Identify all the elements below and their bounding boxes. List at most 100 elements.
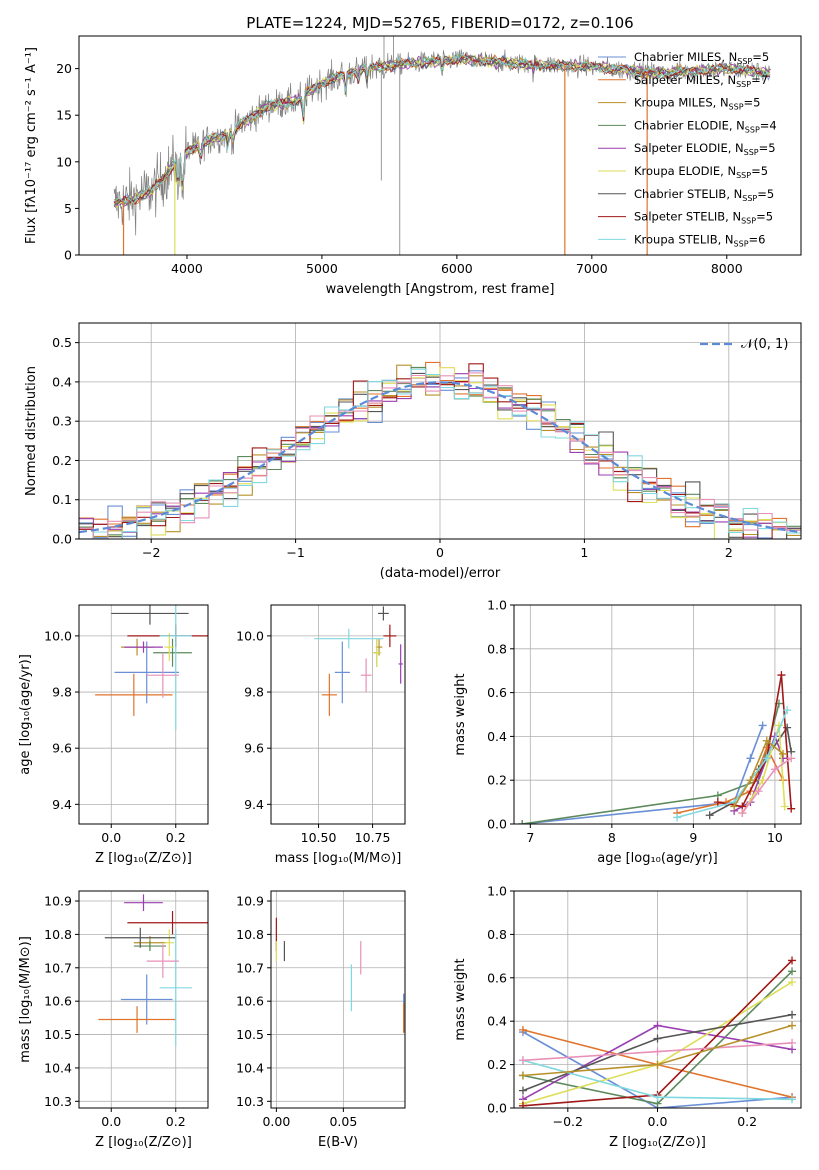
x-tick-label: 10.75 [355,830,391,845]
weight-marker [787,754,796,763]
error-cross [321,673,337,716]
y-tick-label: 20 [56,61,72,76]
y-tick-label: 9.4 [52,797,72,812]
error-cross [164,929,175,957]
weight-marker [754,787,763,796]
y-axis-label: age [log₁₀(age/yr)] [18,654,33,775]
weight-marker [518,820,527,824]
plot-area-age_vs_mass [314,606,403,716]
x-tick-label: 10.50 [301,830,337,845]
legend-name: Chabrier MILES, N [634,50,737,64]
x-axis-label: age [log₁₀(age/yr)] [597,851,718,866]
weight-marker [653,1093,662,1102]
weight-marker [653,1034,662,1043]
legend-name: Salpeter STELIB, N [634,210,741,224]
y-tick-label: 1.0 [487,598,507,613]
error-cross [377,606,389,621]
weight-line [741,725,786,814]
x-tick-label: 0.2 [166,1114,186,1129]
x-tick-label: −0.2 [553,1114,583,1129]
model-spectrum [114,52,771,205]
weight-marker [746,754,755,763]
y-tick-label: 5 [64,201,72,216]
legend-entry: Kroupa ELODIE, NSSP=5 [634,164,768,180]
axes-frame [270,890,406,1109]
y-tick-label: 9.4 [244,797,264,812]
y-tick-label: 0.2 [487,1057,507,1072]
weight-marker [788,967,797,976]
x-tick-label: 6000 [441,261,473,276]
y-tick-label: 10.6 [236,994,264,1009]
x-tick-label: 7000 [576,261,608,276]
legend-sub: SSP [741,217,756,226]
y-tick-label: 0.8 [487,641,507,656]
error-cross [146,652,179,698]
legend-suffix: =5 [752,50,769,64]
weight-marker [518,1056,527,1065]
x-tick-label: 0.2 [737,1114,757,1129]
error-cross [314,628,384,649]
weight-marker [730,802,739,811]
normal-curve [79,381,801,534]
weight-marker [518,1101,527,1108]
error-cross [159,929,192,1047]
legend-sub: SSP [745,125,760,134]
legend-entry: Kroupa STELIB, NSSP=6 [634,232,765,248]
axes-frame [78,890,209,1109]
weight-marker [788,1010,797,1019]
model-spectrum [113,53,771,206]
error-cross [164,633,175,662]
axes-frame [78,35,802,256]
legend-sub: SSP [737,57,752,66]
legend-sub: SSP [736,80,751,89]
legend-entry: 𝒩(0, 1) [741,337,788,352]
y-tick-label: 0.0 [487,1101,507,1116]
x-tick-label: 2 [725,545,733,560]
y-tick-label: 0.2 [487,773,507,788]
legend-sub: SSP [734,239,749,248]
weight-marker [788,1021,797,1030]
error-cross [360,658,372,693]
y-axis-label: Normed distribution [24,366,39,496]
weight-line [522,725,764,824]
y-tick-label: 10.7 [44,960,72,975]
weight-marker [762,736,771,745]
y-tick-label: 10.4 [44,1060,72,1075]
x-tick-label: 0.0 [101,1114,121,1129]
weight-marker [746,776,755,785]
y-tick-label: 10.4 [236,1060,264,1075]
y-tick-label: 0.0 [52,532,72,547]
model-spectrum [113,54,771,209]
weight-marker [779,749,788,758]
y-tick-label: 9.8 [244,685,264,700]
weight-marker [770,765,779,774]
panel-mass_vs_ebv: 0.00 0.05 10.3 10.4 10.5 10.6 10.7 10.8 10.9 E(B-… [236,890,406,1150]
panel-age_vs_Z: 0.0 0.2 9.4 9.6 9.8 10.0 Z [log₁₀(Z/Z⊙)] age [l… [18,604,209,866]
error-cross [146,944,179,978]
weight-marker [783,706,792,715]
x-axis-label: Z [log₁₀(Z/Z⊙)] [609,1135,706,1150]
y-tick-label: 9.6 [52,741,72,756]
y-tick-label: 10.0 [44,628,72,643]
x-axis-label: E(B-V) [318,1135,358,1150]
legend-entry: Chabrier STELIB, NSSP=5 [634,187,774,203]
y-tick-label: 10.9 [44,894,72,909]
model-spectrum [113,52,771,208]
weight-marker [653,1060,662,1069]
x-tick-label: 1 [580,545,588,560]
legend-entry: Salpeter STELIB, NSSP=5 [634,210,773,226]
legend-name: Kroupa ELODIE, N [634,164,736,178]
weight-marker [777,671,786,680]
y-tick-label: 0.4 [52,374,72,389]
x-tick-label: 0 [436,545,444,560]
error-cross [124,641,163,653]
legend-sub: SSP [729,103,744,112]
error-cross [334,641,350,704]
legend-suffix: =4 [760,118,777,132]
y-tick-label: 9.8 [52,685,72,700]
legend-suffix: =5 [744,96,761,110]
x-tick-label: 5000 [306,261,338,276]
weight-marker [713,798,722,807]
y-tick-label: 10.7 [236,960,264,975]
